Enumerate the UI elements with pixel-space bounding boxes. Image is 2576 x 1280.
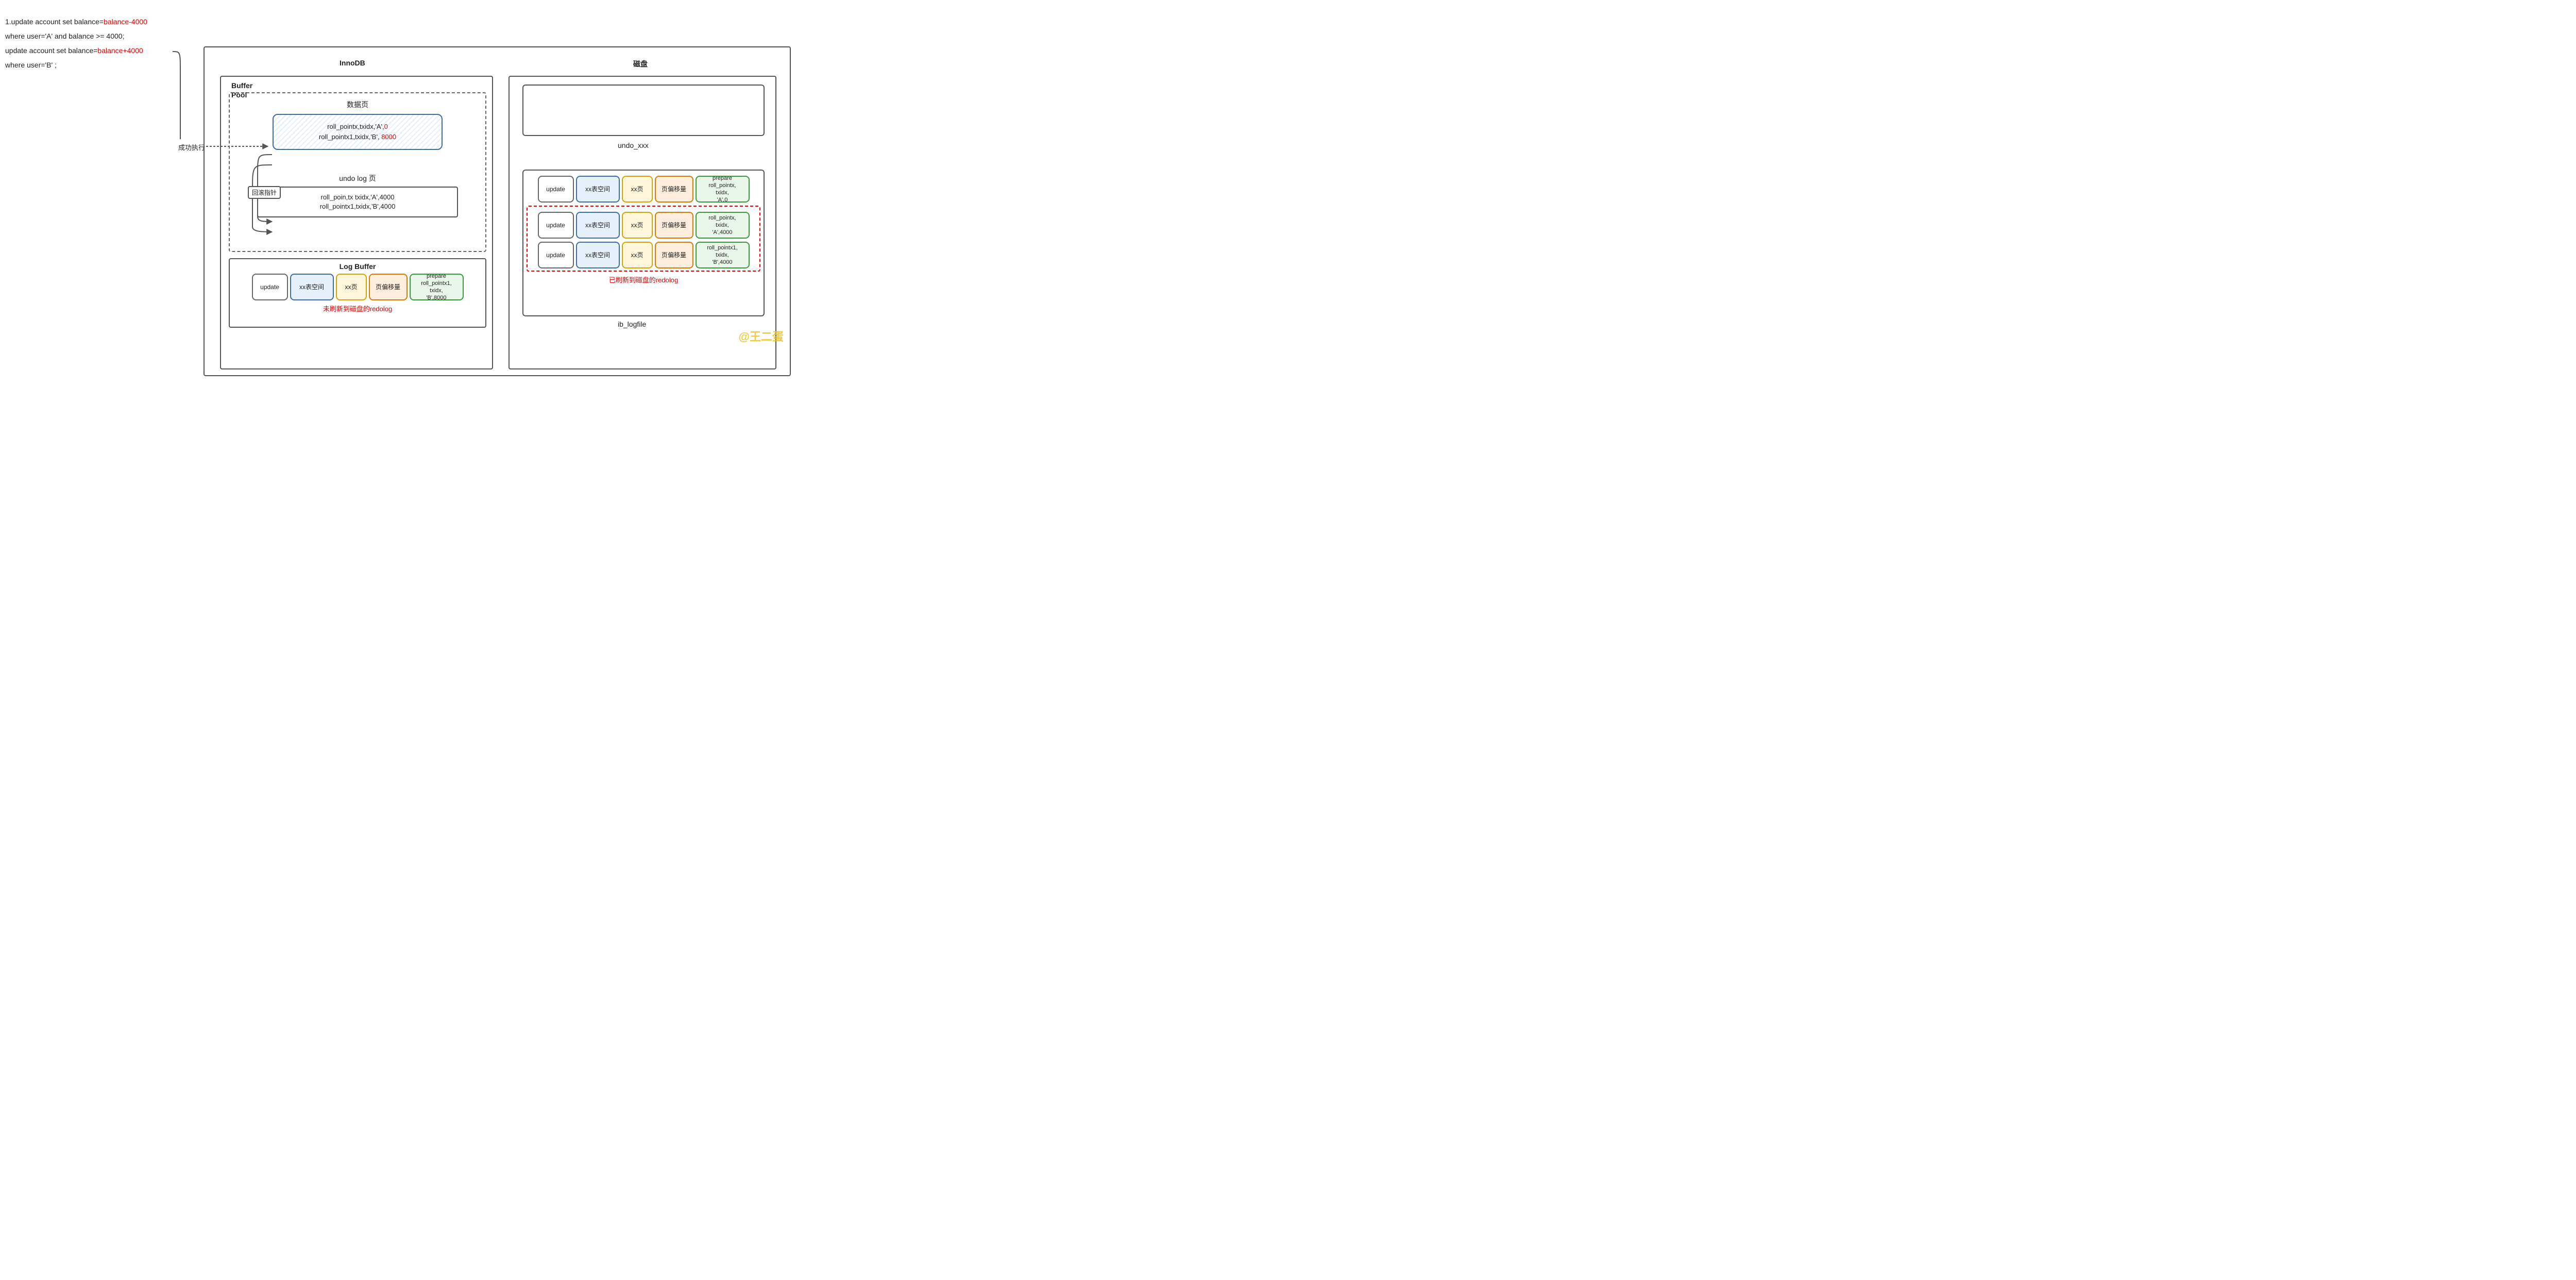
lb-cell-update: update <box>252 274 288 300</box>
not-flushed-caption: 未刷新到磁盘的redolog <box>230 304 485 313</box>
sql-line-2: where user='A' and balance >= 4000; <box>5 29 147 43</box>
dr1-payload: prepare roll_pointx, txidx, 'A',0 <box>696 176 750 203</box>
lb-cell-offset: 页偏移量 <box>369 274 408 300</box>
undo-row-1: roll_poin,tx txidx,'A',4000 <box>321 193 395 202</box>
undo-file-box <box>522 85 765 136</box>
dr2-tablespace: xx表空间 <box>576 212 620 239</box>
iblogfile-box: update xx表空间 xx页 页偏移量 prepare roll_point… <box>522 170 765 316</box>
sql-line1-highlight: balance-4000 <box>104 18 147 26</box>
dr3-tablespace: xx表空间 <box>576 242 620 268</box>
flushed-redolog-group: update xx表空间 xx页 页偏移量 roll_pointx, txidx… <box>527 206 760 272</box>
outer-container: InnoDB Buffer Pool 数据页 roll_pointx,txidx… <box>204 46 791 376</box>
sql-line3-highlight: balance+4000 <box>97 46 143 55</box>
sql-line3-prefix: update account set balance= <box>5 46 97 55</box>
dr3-payload: roll_pointx1, txidx, 'B',4000 <box>696 242 750 268</box>
dp-row2-prefix: roll_pointx1,txidx,'B', <box>319 133 381 141</box>
disk-row-2: update xx表空间 xx页 页偏移量 roll_pointx, txidx… <box>529 212 758 239</box>
sql-line-4: where user='B' ; <box>5 58 147 72</box>
undo-row-2: roll_pointx1,txidx,'B',4000 <box>320 202 396 211</box>
dr1-update: update <box>538 176 574 203</box>
data-page-box: roll_pointx,txidx,'A',0 roll_pointx1,txi… <box>273 114 443 150</box>
lb-cell-tablespace: xx表空间 <box>290 274 334 300</box>
dr3-update: update <box>538 242 574 268</box>
dr1-offset: 页偏移量 <box>655 176 693 203</box>
dp-row2-value: 8000 <box>381 133 396 141</box>
log-buffer-box: Log Buffer update xx表空间 xx页 页偏移量 prepare… <box>229 258 486 328</box>
dr3-offset: 页偏移量 <box>655 242 693 268</box>
dr1-tablespace: xx表空间 <box>576 176 620 203</box>
iblogfile-label: ib_logfile <box>618 320 646 328</box>
undo-log-title: undo log 页 <box>230 173 485 183</box>
dr2-update: update <box>538 212 574 239</box>
log-buffer-title: Log Buffer <box>230 262 485 271</box>
dr3-page: xx页 <box>622 242 653 268</box>
data-page-title: 数据页 <box>230 99 485 110</box>
lb-cell-page: xx页 <box>336 274 367 300</box>
dr2-page: xx页 <box>622 212 653 239</box>
dr2-offset: 页偏移量 <box>655 212 693 239</box>
sql-line-3: update account set balance=balance+4000 <box>5 43 147 58</box>
log-buffer-row: update xx表空间 xx页 页偏移量 prepare roll_point… <box>230 274 485 300</box>
innodb-box: InnoDB Buffer Pool 数据页 roll_pointx,txidx… <box>220 76 493 369</box>
data-page-row-1: roll_pointx,txidx,'A',0 <box>327 122 388 132</box>
buffer-pool-dashed-box: 数据页 roll_pointx,txidx,'A',0 roll_pointx1… <box>229 92 486 252</box>
flushed-caption: 已刷新到磁盘的redolog <box>523 275 764 284</box>
innodb-title: InnoDB <box>340 59 365 67</box>
disk-box: 磁盘 undo_xxx update xx表空间 xx页 页偏移量 prepar… <box>509 76 776 369</box>
watermark: @王二蛋 <box>739 328 784 344</box>
data-page-row-2: roll_pointx1,txidx,'B', 8000 <box>319 132 396 142</box>
dp-row1-value: 0 <box>384 123 388 130</box>
dr2-payload: roll_pointx, txidx, 'A',4000 <box>696 212 750 239</box>
dp-row1-prefix: roll_pointx,txidx,'A', <box>327 123 384 130</box>
disk-title: 磁盘 <box>633 59 648 69</box>
lb-cell-payload: prepare roll_pointx1, txidx, 'B',8000 <box>410 274 464 300</box>
sql-line-1: 1.update account set balance=balance-400… <box>5 14 147 29</box>
sql-statements: 1.update account set balance=balance-400… <box>5 14 147 72</box>
disk-row-3: update xx表空间 xx页 页偏移量 roll_pointx1, txid… <box>529 242 758 268</box>
exec-success-label: 成功执行 <box>178 142 205 152</box>
dr1-page: xx页 <box>622 176 653 203</box>
undo-log-box: roll_poin,tx txidx,'A',4000 roll_pointx1… <box>257 187 458 217</box>
rollback-pointer-label: 回滚指针 <box>248 186 281 199</box>
sql-line1-prefix: 1.update account set balance= <box>5 18 104 26</box>
undo-file-label: undo_xxx <box>618 141 649 149</box>
disk-row-1: update xx表空间 xx页 页偏移量 prepare roll_point… <box>523 176 764 203</box>
